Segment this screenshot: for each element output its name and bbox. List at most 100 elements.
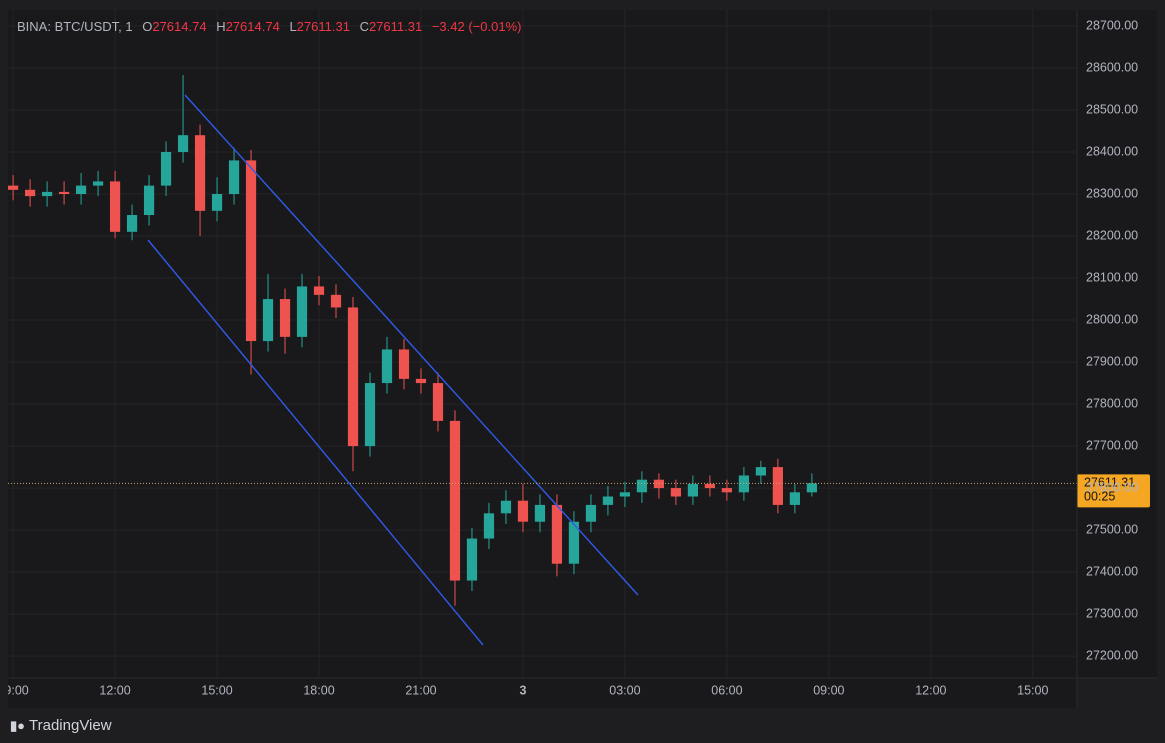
candle-body <box>313 286 325 295</box>
candle-body <box>755 467 766 476</box>
y-tick-label: 28500.00 <box>1086 102 1138 116</box>
plot-background <box>8 10 1077 678</box>
candle-body <box>24 189 36 197</box>
legend-header: BINA: BTC/USDT, 1 O27614.74 H27614.74 L2… <box>17 19 521 34</box>
ohlc-label: H <box>216 19 226 34</box>
brand-name: TradingView <box>29 717 112 734</box>
candle-body <box>58 191 70 195</box>
y-tick-label: 27800.00 <box>1086 396 1138 410</box>
y-tick-label: 28200.00 <box>1086 228 1138 242</box>
y-tick-label: 28600.00 <box>1086 60 1138 74</box>
candle-body <box>789 492 800 505</box>
candle-body <box>568 521 580 564</box>
x-tick-label: 12:00 <box>99 683 130 697</box>
candle-body <box>347 307 359 447</box>
x-tick-label: 15:00 <box>1017 683 1048 697</box>
x-tick-label: 06:00 <box>711 683 742 697</box>
grid <box>8 10 1077 678</box>
candle-body <box>92 181 104 186</box>
candle-body <box>398 349 410 379</box>
y-tick-label: 28000.00 <box>1086 312 1138 326</box>
y-tick-label: 28300.00 <box>1086 186 1138 200</box>
x-tick-label: 09:00 <box>813 683 844 697</box>
candle-body <box>619 492 631 497</box>
channel-upper <box>184 94 639 596</box>
time-axis-background <box>8 678 1077 708</box>
y-tick-label: 27500.00 <box>1086 522 1138 536</box>
symbol: BINA: BTC/USDT, 1 <box>17 19 133 34</box>
ohlc-label: O <box>142 19 153 34</box>
candle-body <box>449 420 461 581</box>
candle-body <box>330 294 342 308</box>
brand: ▮● TradingView <box>10 717 112 734</box>
candle-body <box>806 483 817 493</box>
price-tag <box>1077 474 1150 508</box>
ohlc-label: L <box>289 19 297 34</box>
y-tick-label: 28100.00 <box>1086 270 1138 284</box>
drawings <box>147 94 639 646</box>
candle-body <box>228 160 240 195</box>
ohlc-value: 27611.31 <box>296 19 350 34</box>
candle-body <box>143 185 155 216</box>
channel-lower <box>147 239 484 646</box>
ohlc-label: C <box>359 19 369 34</box>
candle-body <box>500 500 512 514</box>
candles <box>8 75 817 606</box>
y-tick-label: 27700.00 <box>1086 438 1138 452</box>
candle-body <box>126 215 138 232</box>
ohlc-value: 27611.31 <box>368 19 423 34</box>
y-tick-label: 27600.00 <box>1086 480 1138 494</box>
candle-body <box>432 383 444 421</box>
y-tick-label: 28700.00 <box>1086 18 1138 32</box>
candle-body <box>636 479 648 493</box>
y-tick-label: 27400.00 <box>1086 564 1138 578</box>
candle-body <box>551 504 563 564</box>
candle-body <box>585 504 597 522</box>
candle-body <box>517 500 529 522</box>
candle-body <box>245 160 257 342</box>
candle-body <box>381 349 393 384</box>
change: −3.42 (−0.01%) <box>431 19 522 34</box>
candle-body <box>466 538 478 581</box>
price-tag-value: 27611.31 <box>1084 476 1135 490</box>
candle-body <box>738 475 749 493</box>
x-tick-label: 18:00 <box>303 683 334 697</box>
candle-body <box>721 488 732 493</box>
x-tick-label: 21:00 <box>405 683 436 697</box>
x-tick-label: 12:00 <box>915 683 946 697</box>
candle-body <box>279 299 291 337</box>
candle-body <box>211 194 223 211</box>
candle-body <box>8 185 19 190</box>
candle-body <box>772 467 783 505</box>
countdown: 00:25 <box>1084 490 1115 504</box>
candle-body <box>704 483 716 489</box>
price-axis: 27200.00 27300.00 27400.00 27500.00 27600.00… <box>1086 18 1138 662</box>
candle-body <box>670 488 682 497</box>
candle-body <box>75 185 87 195</box>
candle-body <box>262 299 274 342</box>
candle-body <box>534 504 546 522</box>
candle-body <box>296 286 308 337</box>
candle-body <box>194 135 206 211</box>
x-tick-label: 03:00 <box>609 683 640 697</box>
y-tick-label: 27300.00 <box>1086 606 1138 620</box>
y-tick-label: 27900.00 <box>1086 354 1138 368</box>
ohlc-value: 27614.74 <box>225 19 280 34</box>
x-tick-label: 3 <box>519 683 526 697</box>
x-tick-label: 15:00 <box>201 683 232 697</box>
x-tick-label: 09:00 <box>0 683 29 697</box>
candle-body <box>602 496 614 505</box>
candle-body <box>177 135 189 153</box>
candle-body <box>483 513 495 539</box>
candle-body <box>364 383 376 447</box>
candle-body <box>160 152 172 186</box>
candle-body <box>41 191 53 197</box>
time-axis: 09:00 12:00 15:00 18:00 21:00 3 03:00 06:00 09:0… <box>0 683 1049 697</box>
ohlc-value: 27614.74 <box>152 19 207 34</box>
candle-body <box>687 483 699 497</box>
candle-body <box>415 378 427 384</box>
y-tick-label: 27200.00 <box>1086 648 1138 662</box>
